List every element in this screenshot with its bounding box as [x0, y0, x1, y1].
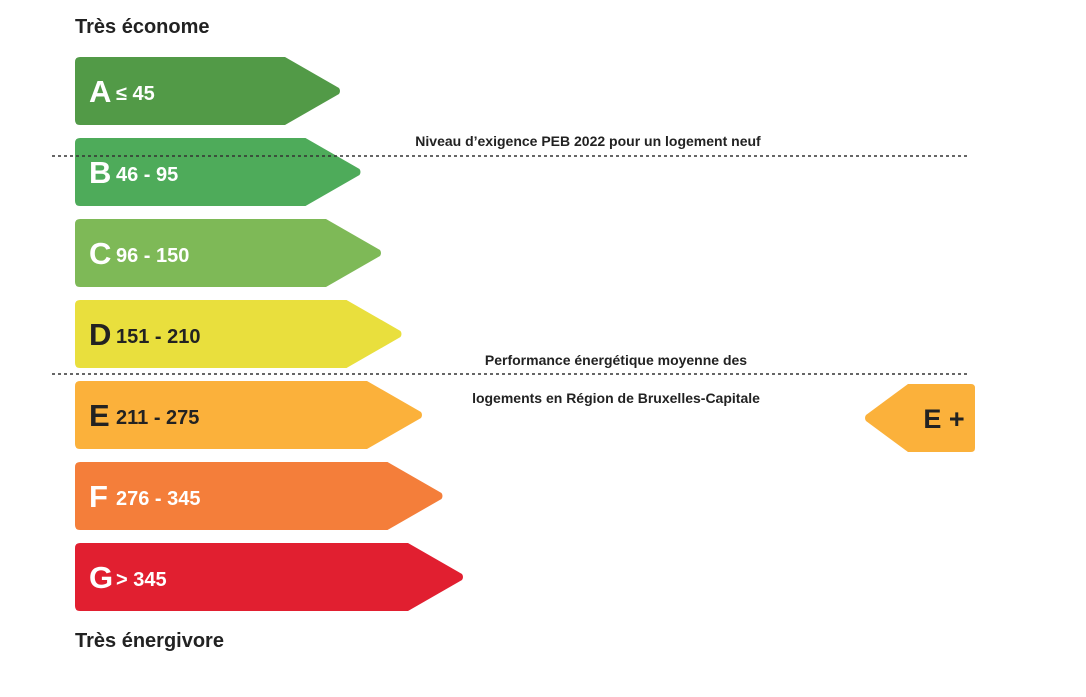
class-letter-c: C [89, 236, 111, 271]
reference-line-1-label-1: Niveau d’exigence PEB 2022 pour un logem… [415, 133, 761, 149]
class-letter-g: G [89, 560, 113, 595]
class-bar-e-shape [75, 381, 422, 449]
class-range-f: 276 - 345 [116, 488, 201, 510]
class-bar-g-shape [75, 543, 463, 611]
rating-pointer-label: E + [923, 404, 964, 434]
class-bar-b: B 46 - 95 [75, 138, 361, 206]
class-range-b: 46 - 95 [116, 164, 178, 186]
class-bar-c-shape [75, 219, 381, 287]
rating-pointer-shape [865, 384, 975, 452]
class-bar-d-shape [75, 300, 402, 368]
rating-pointer: E + [865, 384, 975, 452]
reference-line-1: Niveau d’exigence PEB 2022 pour un logem… [52, 133, 968, 157]
class-range-e: 211 - 275 [116, 407, 199, 429]
class-bar-d: D 151 - 210 [75, 300, 402, 368]
class-bar-f: F 276 - 345 [75, 462, 443, 530]
class-bar-a-shape [75, 57, 340, 125]
reference-line-2: Performance énergétique moyenne des logem… [52, 352, 968, 406]
class-letter-b: B [89, 155, 111, 190]
class-letter-a: A [89, 74, 111, 109]
class-range-d: 151 - 210 [116, 326, 201, 348]
class-bar-a: A ≤ 45 [75, 57, 340, 125]
class-bar-c: C 96 - 150 [75, 219, 381, 287]
class-range-c: 96 - 150 [116, 245, 189, 267]
class-bar-e: E 211 - 275 [75, 381, 422, 449]
class-range-g: > 345 [116, 569, 167, 591]
class-letter-d: D [89, 317, 111, 352]
class-bar-b-shape [75, 138, 361, 206]
label-tres-econome: Très économe [75, 16, 210, 38]
label-tres-energivore: Très énergivore [75, 630, 224, 652]
reference-line-2-label-2: logements en Région de Bruxelles-Capital… [472, 390, 760, 406]
class-bar-g: G > 345 [75, 543, 463, 611]
class-range-a: ≤ 45 [116, 83, 155, 105]
reference-line-2-label-1: Performance énergétique moyenne des [485, 352, 747, 368]
class-letter-f: F [89, 479, 108, 514]
class-bar-f-shape [75, 462, 443, 530]
class-letter-e: E [89, 398, 110, 433]
